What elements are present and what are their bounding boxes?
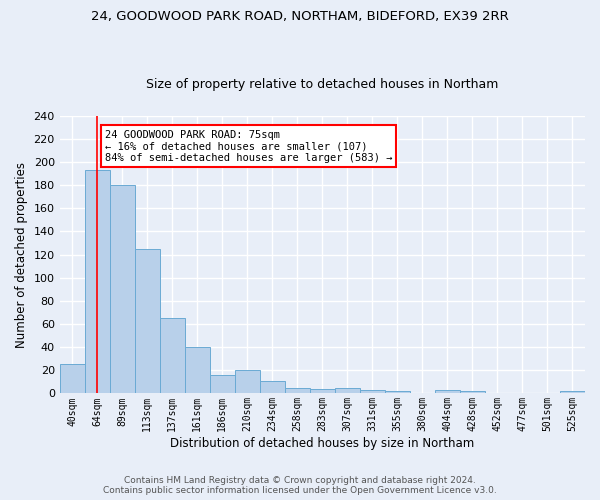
Text: Contains HM Land Registry data © Crown copyright and database right 2024.
Contai: Contains HM Land Registry data © Crown c… bbox=[103, 476, 497, 495]
Text: 24, GOODWOOD PARK ROAD, NORTHAM, BIDEFORD, EX39 2RR: 24, GOODWOOD PARK ROAD, NORTHAM, BIDEFOR… bbox=[91, 10, 509, 23]
Bar bbox=[310, 389, 335, 394]
Bar bbox=[160, 318, 185, 394]
Text: 24 GOODWOOD PARK ROAD: 75sqm
← 16% of detached houses are smaller (107)
84% of s: 24 GOODWOOD PARK ROAD: 75sqm ← 16% of de… bbox=[104, 130, 392, 163]
Bar bbox=[260, 380, 285, 394]
Title: Size of property relative to detached houses in Northam: Size of property relative to detached ho… bbox=[146, 78, 499, 91]
Y-axis label: Number of detached properties: Number of detached properties bbox=[15, 162, 28, 348]
Bar bbox=[59, 364, 85, 394]
Bar bbox=[460, 391, 485, 394]
Bar bbox=[560, 391, 585, 394]
Bar bbox=[385, 391, 410, 394]
Bar bbox=[85, 170, 110, 394]
Bar bbox=[435, 390, 460, 394]
Bar bbox=[335, 388, 360, 394]
Bar bbox=[185, 347, 210, 394]
Bar bbox=[210, 375, 235, 394]
Bar bbox=[235, 370, 260, 394]
Bar bbox=[285, 388, 310, 394]
Bar bbox=[110, 185, 135, 394]
X-axis label: Distribution of detached houses by size in Northam: Distribution of detached houses by size … bbox=[170, 437, 475, 450]
Bar bbox=[135, 249, 160, 394]
Bar bbox=[360, 390, 385, 394]
